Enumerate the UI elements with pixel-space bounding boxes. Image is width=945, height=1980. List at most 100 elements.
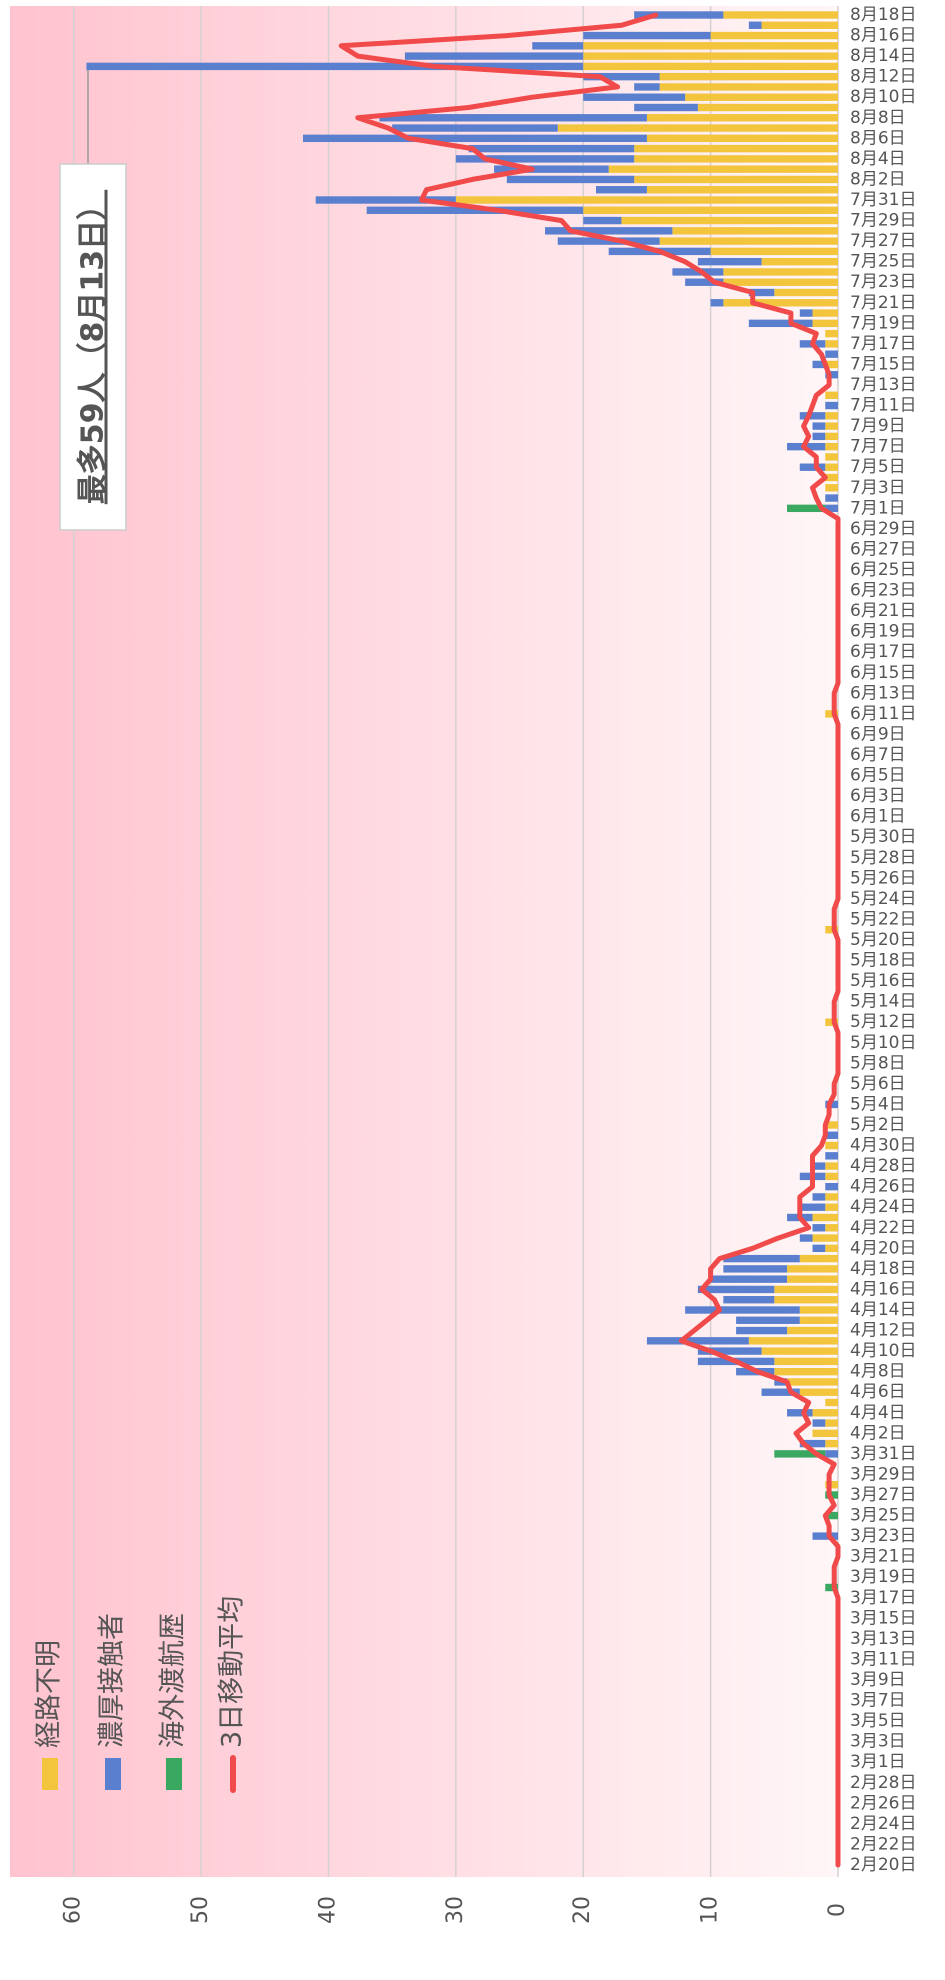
bar-segment: [697, 103, 839, 112]
bar-segment: [812, 1234, 838, 1242]
x-tick-label: 3月11日: [850, 1649, 916, 1669]
annotation-text: 最多59人（8月13日）: [76, 190, 111, 504]
x-tick-label: 3月13日: [850, 1629, 916, 1649]
x-tick-label: 7月29日: [850, 211, 916, 231]
bar-segment: [723, 1254, 800, 1263]
bar-segment: [825, 453, 838, 461]
bar-segment: [774, 288, 838, 297]
bar-segment: [799, 1306, 838, 1314]
x-tick-label: 8月2日: [850, 169, 906, 189]
bar-segment: [595, 186, 647, 194]
bar-segment: [723, 268, 838, 276]
x-tick-label: 6月29日: [850, 519, 916, 539]
bar-segment: [583, 216, 622, 225]
bar-segment: [812, 422, 826, 430]
x-tick-label: 7月1日: [850, 498, 906, 518]
bar-segment: [825, 1162, 838, 1170]
bar-segment: [825, 1398, 838, 1407]
bar-segment: [557, 124, 838, 132]
legend-swatch: [105, 1758, 121, 1790]
bar-segment: [799, 1203, 826, 1211]
bar-segment: [532, 42, 584, 50]
rotated-plot: 01020304050602月20日2月22日2月24日2月26日2月28日3月…: [10, 5, 916, 1924]
x-tick-label: 5月4日: [850, 1094, 906, 1114]
bar-segment: [646, 1337, 749, 1345]
bar-segment: [812, 309, 838, 317]
bar-segment: [787, 504, 826, 513]
bar-segment: [748, 21, 762, 29]
bar-segment: [825, 1172, 838, 1181]
y-tick-label: 10: [698, 1896, 723, 1924]
x-tick-label: 8月4日: [850, 149, 906, 169]
bar-segment: [825, 422, 838, 430]
x-tick-label: 8月14日: [850, 46, 916, 66]
bar-segment: [787, 1378, 838, 1386]
x-tick-label: 3月29日: [850, 1464, 916, 1484]
legend-swatch: [42, 1758, 58, 1790]
x-tick-label: 6月3日: [850, 786, 906, 806]
x-tick-label: 6月23日: [850, 581, 916, 601]
bar-segment: [583, 62, 838, 71]
x-tick-label: 6月19日: [850, 622, 916, 642]
x-tick-label: 6月25日: [850, 560, 916, 580]
bar-segment: [723, 278, 838, 286]
x-tick-label: 3月27日: [850, 1485, 916, 1505]
x-tick-label: 7月21日: [850, 293, 916, 313]
bar-segment: [825, 401, 838, 410]
x-tick-label: 2月22日: [850, 1834, 916, 1854]
x-tick-label: 3月21日: [850, 1547, 916, 1567]
legend-label: 濃厚接触者: [97, 1613, 128, 1748]
x-tick-label: 3月17日: [850, 1588, 916, 1608]
bar-segment: [583, 42, 838, 50]
x-tick-label: 3月1日: [850, 1752, 906, 1772]
x-tick-label: 5月14日: [850, 992, 916, 1012]
x-tick-label: 4月16日: [850, 1279, 916, 1299]
bar-segment: [825, 412, 838, 420]
x-tick-label: 3月23日: [850, 1526, 916, 1546]
bar-segment: [583, 52, 838, 60]
y-tick-label: 0: [825, 1903, 850, 1917]
bar-segment: [748, 1337, 838, 1345]
bar-segment: [825, 329, 838, 338]
bar-segment: [799, 1388, 838, 1396]
bar-segment: [812, 1193, 826, 1201]
bar-segment: [710, 31, 838, 40]
y-tick-label: 40: [315, 1896, 340, 1924]
x-tick-label: 8月18日: [850, 5, 916, 25]
x-tick-label: 4月20日: [850, 1238, 916, 1258]
x-tick-label: 5月10日: [850, 1033, 916, 1053]
bar-segment: [812, 1213, 838, 1222]
x-tick-label: 6月27日: [850, 539, 916, 559]
bar-segment: [799, 309, 813, 317]
x-tick-label: 3月25日: [850, 1506, 916, 1526]
x-tick-label: 4月14日: [850, 1300, 916, 1320]
x-tick-label: 6月11日: [850, 704, 916, 724]
bar-segment: [812, 1429, 838, 1438]
bar-segment: [685, 93, 839, 101]
moving-average-line: [338, 12, 841, 1868]
bar-segment: [710, 1275, 788, 1283]
bar-segment: [736, 1316, 800, 1324]
annotation-box: [59, 163, 127, 531]
x-tick-label: 6月5日: [850, 766, 906, 786]
bar-segment: [736, 1326, 788, 1335]
x-tick-label: 4月30日: [850, 1136, 916, 1156]
x-tick-label: 5月2日: [850, 1115, 906, 1135]
bar-segment: [583, 206, 838, 214]
bar-segment: [646, 134, 839, 143]
legend-swatch: [166, 1758, 182, 1790]
x-tick-label: 2月28日: [850, 1773, 916, 1793]
x-tick-label: 3月7日: [850, 1691, 906, 1711]
bar-segment: [659, 83, 839, 91]
bar-segment: [634, 83, 660, 91]
bar-segment: [825, 473, 838, 482]
y-tick-label: 20: [570, 1896, 595, 1924]
x-tick-label: 5月26日: [850, 868, 916, 888]
bar-segment: [404, 52, 584, 60]
x-tick-label: 7月25日: [850, 252, 916, 272]
bar-segment: [787, 1409, 813, 1417]
x-tick-label: 5月22日: [850, 909, 916, 929]
bar-segment: [646, 114, 839, 122]
